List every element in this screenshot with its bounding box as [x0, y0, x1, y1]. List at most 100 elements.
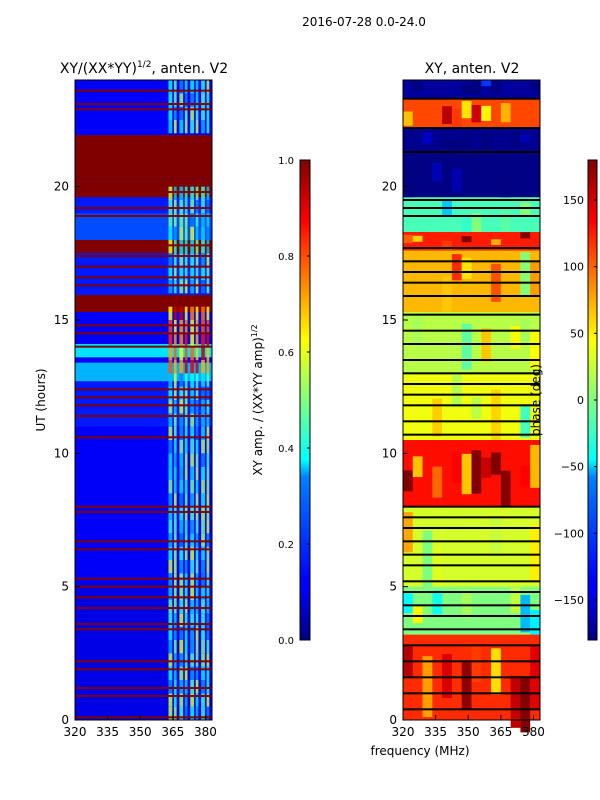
heatmap-cell — [184, 480, 188, 494]
heatmap-cell — [500, 210, 511, 238]
heatmap-flag-line — [403, 591, 540, 593]
heatmap-cell — [201, 360, 205, 374]
heatmap-flag-line — [403, 540, 540, 543]
heatmap-cell — [201, 413, 205, 427]
heatmap-cell — [173, 573, 177, 587]
heatmap-cell — [206, 600, 210, 614]
heatmap-flag-line — [403, 313, 540, 316]
heatmap-cell — [190, 213, 195, 227]
heatmap-flag-line — [403, 295, 540, 297]
heatmap-cell — [179, 266, 184, 280]
heatmap-cell — [442, 396, 452, 443]
heatmap-cell — [173, 280, 177, 294]
heatmap-cell — [179, 226, 184, 240]
heatmap-cell — [184, 333, 188, 347]
heatmap-cell — [168, 586, 173, 600]
heatmap-cell — [195, 506, 199, 520]
heatmap-cell — [206, 226, 210, 240]
heatmap-flag-line — [403, 433, 540, 436]
heatmap-cell — [179, 320, 184, 334]
heatmap-cell — [173, 200, 177, 214]
colorbar-tick-label: −150 — [554, 594, 584, 607]
heatmap-cell — [451, 203, 462, 220]
heatmap-cell — [168, 200, 173, 214]
heatmap-cell — [190, 546, 195, 560]
heatmap-flag-line — [75, 668, 212, 671]
heatmap-cell — [179, 480, 184, 494]
phase-heatmap — [403, 80, 540, 733]
heatmap-flag-line — [75, 345, 212, 348]
heatmap-cell — [201, 386, 205, 400]
heatmap-cell — [201, 280, 205, 294]
heatmap-band — [75, 101, 212, 136]
heatmap-cell — [190, 640, 195, 654]
heatmap-cell — [471, 450, 482, 494]
heatmap-cell — [201, 680, 205, 694]
heatmap-cell — [184, 186, 188, 200]
heatmap-cell — [190, 493, 195, 507]
heatmap-cell — [510, 587, 521, 613]
heatmap-cell — [195, 480, 199, 494]
heatmap-cell — [173, 80, 177, 94]
heatmap-cell — [461, 134, 472, 149]
heatmap-cell — [520, 465, 531, 488]
colorbar-tick-label: 150 — [563, 194, 584, 207]
panel-phase-title: XY, anten. V2 — [425, 61, 520, 77]
heatmap-cell — [179, 106, 184, 120]
heatmap-flag-line — [403, 199, 540, 201]
heatmap-cell — [179, 213, 184, 227]
heatmap-cell — [195, 706, 199, 720]
heatmap-cell — [451, 139, 462, 155]
heatmap-cell — [451, 168, 462, 192]
heatmap-cell — [168, 653, 173, 667]
heatmap-cell — [442, 138, 452, 149]
heatmap-flag-line — [75, 332, 212, 335]
figure-suptitle: 2016-07-28 0.0-24.0 — [302, 15, 426, 29]
heatmap-cell — [201, 586, 205, 600]
heatmap-cell — [201, 373, 205, 387]
amplitude-plot-frame — [74, 79, 213, 721]
heatmap-cell — [168, 440, 173, 454]
heatmap-cell — [173, 440, 177, 454]
heatmap-flag-line — [75, 207, 212, 209]
heatmap-cell — [173, 266, 177, 280]
heatmap-cell — [481, 80, 492, 87]
heatmap-cell — [201, 613, 205, 627]
heatmap-cell — [190, 626, 195, 640]
heatmap-cell — [403, 164, 413, 201]
heatmap-cell — [173, 120, 177, 134]
heatmap-flag-line — [403, 281, 540, 284]
heatmap-cell — [201, 440, 205, 454]
heatmap-cell — [201, 80, 205, 94]
heatmap-cell — [179, 440, 184, 454]
heatmap-cell — [520, 594, 531, 633]
heatmap-flag-line — [75, 215, 212, 217]
heatmap-cell — [168, 626, 173, 640]
heatmap-cell — [184, 253, 188, 267]
heatmap-cell — [173, 186, 177, 200]
heatmap-cell — [195, 413, 199, 427]
heatmap-cell — [201, 266, 205, 280]
heatmap-flag-line — [403, 604, 540, 607]
heatmap-cell — [184, 613, 188, 627]
heatmap-cell — [173, 480, 177, 494]
heatmap-cell — [195, 226, 199, 240]
heatmap-flag-line — [403, 151, 540, 153]
heatmap-cell — [184, 213, 188, 227]
heatmap-flag-line — [75, 415, 212, 417]
heatmap-cell — [179, 360, 184, 374]
colorbar-tick-label: −50 — [561, 461, 584, 474]
heatmap-cell — [184, 466, 188, 480]
heatmap-cell — [168, 106, 173, 120]
heatmap-cell — [179, 520, 184, 534]
heatmap-cell — [195, 493, 199, 507]
x-tick-label: 380 — [194, 725, 217, 739]
heatmap-cell — [179, 586, 184, 600]
heatmap-cell — [173, 426, 177, 440]
heatmap-cell — [184, 440, 188, 454]
heatmap-flag-line — [75, 396, 212, 399]
heatmap-cell — [491, 80, 501, 94]
heatmap-cell — [179, 200, 184, 214]
heatmap-cell — [195, 80, 199, 94]
heatmap-flag-line — [75, 596, 212, 599]
